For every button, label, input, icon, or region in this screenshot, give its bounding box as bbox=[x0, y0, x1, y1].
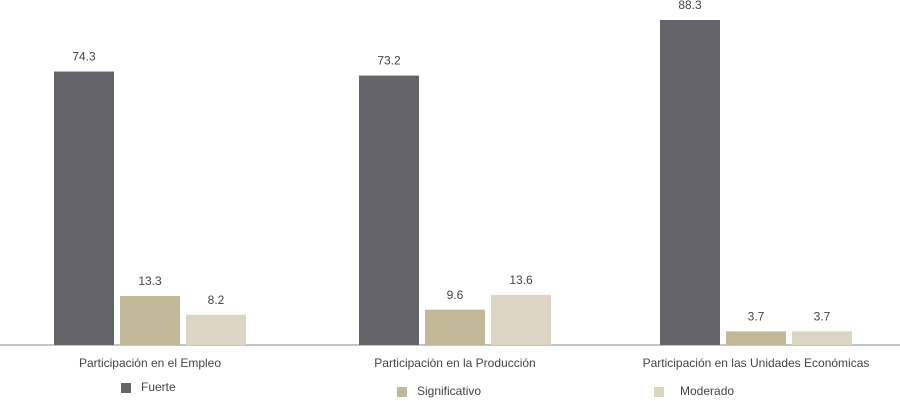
bar bbox=[54, 71, 114, 346]
legend-swatch bbox=[397, 387, 407, 397]
value-label: 3.7 bbox=[814, 310, 831, 324]
legend-swatch bbox=[121, 383, 131, 393]
value-label: 74.3 bbox=[72, 50, 96, 64]
bar bbox=[359, 75, 419, 345]
bar bbox=[491, 294, 551, 345]
value-label: 73.2 bbox=[377, 54, 401, 68]
bar bbox=[120, 296, 180, 345]
bar bbox=[792, 331, 852, 345]
bar bbox=[186, 314, 246, 345]
legend-label: Moderado bbox=[680, 384, 734, 398]
legend-label: Significativo bbox=[417, 384, 481, 398]
bar bbox=[660, 20, 720, 345]
x-tick-label: Participación en las Unidades Económicas bbox=[643, 356, 870, 370]
bar bbox=[425, 309, 485, 345]
x-tick-label: Participaciòn en la Producción bbox=[374, 356, 535, 370]
value-label: 13.6 bbox=[509, 273, 533, 287]
value-label: 88.3 bbox=[678, 0, 702, 12]
value-label: 8.2 bbox=[208, 293, 225, 307]
legend-swatch bbox=[654, 387, 664, 397]
value-label: 3.7 bbox=[748, 310, 765, 324]
x-tick-label: Participación en el Empleo bbox=[79, 356, 221, 370]
value-label: 9.6 bbox=[447, 288, 464, 302]
value-label: 13.3 bbox=[138, 274, 162, 288]
bar bbox=[726, 331, 786, 345]
legend-label: Fuerte bbox=[141, 380, 176, 394]
